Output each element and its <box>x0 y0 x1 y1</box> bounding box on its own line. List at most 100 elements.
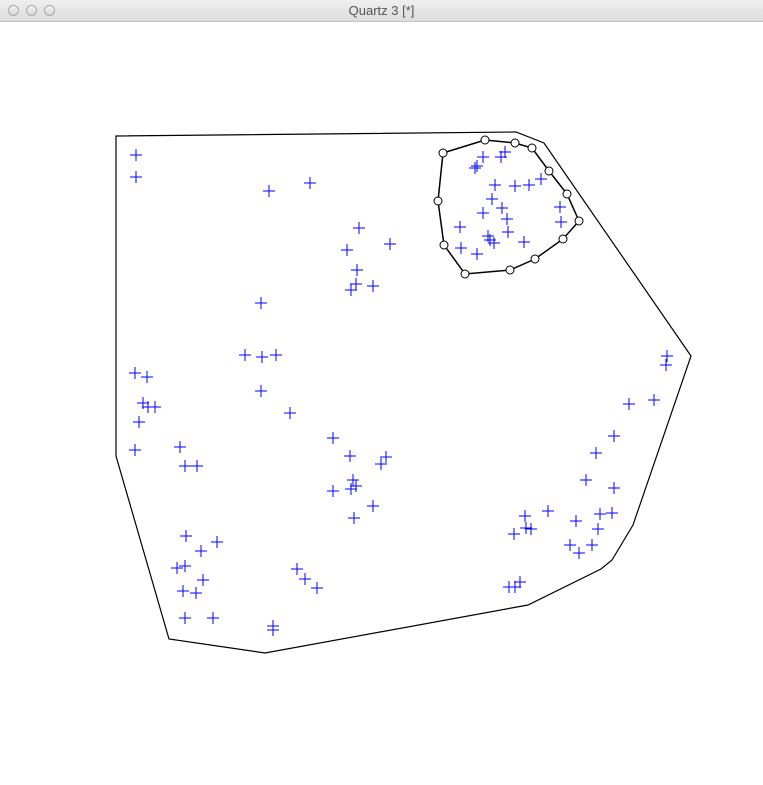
scatter-point[interactable] <box>350 480 362 492</box>
scatter-point[interactable] <box>509 581 521 593</box>
scatter-point[interactable] <box>542 505 554 517</box>
scatter-point[interactable] <box>502 226 514 238</box>
scatter-point[interactable] <box>171 562 183 574</box>
scatter-point[interactable] <box>496 202 508 214</box>
hull-vertex[interactable] <box>527 143 537 153</box>
zoom-icon[interactable] <box>44 5 55 16</box>
scatter-point[interactable] <box>486 193 498 205</box>
scatter-point[interactable] <box>525 523 537 535</box>
hull-vertex[interactable] <box>562 189 572 199</box>
scatter-point[interactable] <box>270 349 282 361</box>
scatter-point[interactable] <box>350 278 362 290</box>
scatter-point[interactable] <box>179 560 191 572</box>
scatter-point[interactable] <box>518 236 530 248</box>
scatter-point[interactable] <box>267 624 279 636</box>
scatter-point[interactable] <box>207 612 219 624</box>
hull-vertex[interactable] <box>460 269 470 279</box>
minimize-icon[interactable] <box>26 5 37 16</box>
scatter-point[interactable] <box>375 458 387 470</box>
scatter-point[interactable] <box>239 349 251 361</box>
scatter-point[interactable] <box>477 207 489 219</box>
scatter-point[interactable] <box>211 536 223 548</box>
title-bar[interactable]: Quartz 3 [*] <box>0 0 763 22</box>
scatter-point[interactable] <box>180 530 192 542</box>
scatter-point[interactable] <box>133 416 145 428</box>
scatter-point[interactable] <box>509 180 521 192</box>
scatter-point[interactable] <box>353 222 365 234</box>
scatter-point[interactable] <box>341 244 353 256</box>
scatter-point[interactable] <box>129 367 141 379</box>
scatter-point[interactable] <box>489 179 501 191</box>
scatter-point[interactable] <box>661 350 673 362</box>
hull-vertex[interactable] <box>480 135 490 145</box>
hull-vertex[interactable] <box>438 148 448 158</box>
scatter-point[interactable] <box>195 545 207 557</box>
scatter-point[interactable] <box>606 507 618 519</box>
scatter-point[interactable] <box>291 563 303 575</box>
scatter-point[interactable] <box>367 280 379 292</box>
scatter-point[interactable] <box>590 447 602 459</box>
close-icon[interactable] <box>8 5 19 16</box>
hull-vertex[interactable] <box>530 254 540 264</box>
scatter-point[interactable] <box>345 284 357 296</box>
scatter-point[interactable] <box>469 162 481 174</box>
scatter-point[interactable] <box>586 539 598 551</box>
scatter-point[interactable] <box>130 149 142 161</box>
scatter-point[interactable] <box>573 547 585 559</box>
scatter-point[interactable] <box>454 221 466 233</box>
scatter-point[interactable] <box>488 237 500 249</box>
scatter-point[interactable] <box>256 351 268 363</box>
scatter-point[interactable] <box>508 528 520 540</box>
scatter-point[interactable] <box>519 510 531 522</box>
scatter-point[interactable] <box>648 394 660 406</box>
scatter-point[interactable] <box>263 185 275 197</box>
scatter-point[interactable] <box>347 474 359 486</box>
scatter-point[interactable] <box>495 151 507 163</box>
scatter-point[interactable] <box>514 576 526 588</box>
scatter-point[interactable] <box>535 173 547 185</box>
scatter-point[interactable] <box>570 515 582 527</box>
scatter-point[interactable] <box>580 474 592 486</box>
scatter-point[interactable] <box>344 450 356 462</box>
scatter-point[interactable] <box>477 151 489 163</box>
hull-vertex[interactable] <box>574 216 584 226</box>
scatter-point[interactable] <box>141 371 153 383</box>
scatter-point[interactable] <box>311 582 323 594</box>
scatter-point[interactable] <box>351 264 363 276</box>
scatter-point[interactable] <box>523 179 535 191</box>
scatter-point[interactable] <box>592 523 604 535</box>
scatter-point[interactable] <box>564 539 576 551</box>
hull-vertex[interactable] <box>433 196 443 206</box>
scatter-point[interactable] <box>554 201 566 213</box>
scatter-point[interactable] <box>190 587 202 599</box>
scatter-point[interactable] <box>455 242 467 254</box>
hull-vertex[interactable] <box>439 240 449 250</box>
scatter-point[interactable] <box>255 385 267 397</box>
scatter-point[interactable] <box>384 238 396 250</box>
scatter-point[interactable] <box>327 432 339 444</box>
scatter-point[interactable] <box>471 248 483 260</box>
scatter-point[interactable] <box>197 574 209 586</box>
scatter-point[interactable] <box>623 398 635 410</box>
scatter-point[interactable] <box>608 430 620 442</box>
hull-vertex[interactable] <box>558 234 568 244</box>
scatter-point[interactable] <box>660 359 672 371</box>
hull-vertex[interactable] <box>505 265 515 275</box>
quartz-canvas[interactable] <box>0 22 763 785</box>
scatter-point[interactable] <box>130 171 142 183</box>
scatter-point[interactable] <box>367 500 379 512</box>
scatter-point[interactable] <box>501 213 513 225</box>
scatter-point[interactable] <box>304 177 316 189</box>
scatter-point[interactable] <box>594 508 606 520</box>
scatter-point[interactable] <box>174 441 186 453</box>
scatter-point[interactable] <box>255 297 267 309</box>
scatter-point[interactable] <box>149 401 161 413</box>
scatter-point[interactable] <box>471 160 483 172</box>
hull-vertex[interactable] <box>544 166 554 176</box>
scatter-point[interactable] <box>520 522 532 534</box>
scatter-point[interactable] <box>179 612 191 624</box>
scatter-point[interactable] <box>327 485 339 497</box>
scatter-point[interactable] <box>284 407 296 419</box>
scatter-point[interactable] <box>129 444 141 456</box>
scatter-point[interactable] <box>345 483 357 495</box>
